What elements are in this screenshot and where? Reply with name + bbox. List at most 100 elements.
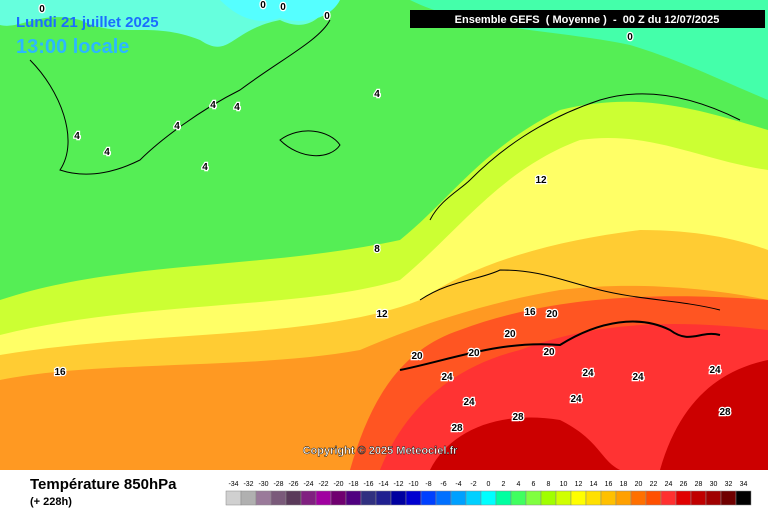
contour-label: 20: [546, 309, 558, 320]
legend-swatch: [675, 490, 692, 506]
legend-label: -2: [470, 481, 476, 488]
legend-label: 6: [532, 481, 536, 488]
legend-label: 24: [665, 481, 673, 488]
legend-label: 0: [487, 481, 491, 488]
contour-label: 16: [524, 307, 536, 318]
run-label: Ensemble GEFS ( Moyenne ) - 00 Z du 12/0…: [455, 14, 720, 26]
legend-label: 28: [695, 481, 703, 488]
legend-swatch: [585, 490, 602, 506]
contour-label: 12: [535, 175, 547, 186]
time-label: 13:00 locale: [16, 36, 129, 58]
legend-label: -32: [243, 481, 253, 488]
legend-swatch: [330, 490, 347, 506]
legend-swatch: [720, 490, 737, 506]
legend-swatch: [240, 490, 257, 506]
zone-28: [430, 360, 768, 470]
legend-label: 22: [650, 481, 658, 488]
legend-swatch: [705, 490, 722, 506]
contour-line: [399, 320, 721, 371]
contour-label: 28: [451, 423, 463, 434]
contour-label: 4: [174, 121, 180, 132]
legend-label: 8: [547, 481, 551, 488]
legend-swatch: [615, 490, 632, 506]
footer-title: Température 850hPa: [30, 476, 177, 493]
contour-label: 4: [374, 89, 380, 100]
legend-label: -34: [228, 481, 238, 488]
contour-label: 28: [719, 407, 731, 418]
legend-swatch: [510, 490, 527, 506]
legend-label: -24: [303, 481, 313, 488]
contour-label: 8: [374, 244, 380, 255]
contour-label: 4: [104, 147, 110, 158]
coastline: [29, 19, 331, 175]
legend-label: -30: [258, 481, 268, 488]
legend-label: -4: [455, 481, 461, 488]
legend-label: -14: [378, 481, 388, 488]
legend-swatch: [225, 490, 242, 506]
legend-label: 12: [575, 481, 583, 488]
contour-label: 16: [54, 367, 66, 378]
legend-label: 30: [710, 481, 718, 488]
legend-swatch: [690, 490, 707, 506]
legend-swatch: [600, 490, 617, 506]
legend-swatch: [645, 490, 662, 506]
legend: -34 -32 -30 -28 -26 -24 -22 -20 -18 -16 -14 -12 -10-…: [225, 481, 752, 506]
legend-label: -18: [348, 481, 358, 488]
contour-label: 12: [376, 309, 388, 320]
contour-label: 0: [39, 4, 45, 15]
date-label: Lundi 21 juillet 2025: [16, 14, 159, 31]
contour-label: 20: [411, 351, 423, 362]
legend-label: -8: [425, 481, 431, 488]
contour-label: 24: [709, 365, 721, 376]
contour-label: 0: [260, 0, 266, 11]
contour-label: 0: [280, 2, 286, 13]
legend-label: -26: [288, 481, 298, 488]
legend-label: -10: [408, 481, 418, 488]
contour-label: 4: [234, 102, 240, 113]
legend-swatch: [660, 490, 677, 506]
legend-swatch: [540, 490, 557, 506]
contour-label: 20: [543, 347, 555, 358]
copyright: Copyright © 2025 Meteociel.fr: [303, 445, 459, 457]
legend-swatch: [480, 490, 497, 506]
contour-label: 4: [74, 131, 80, 142]
legend-label: 26: [680, 481, 688, 488]
contour-label: 0: [627, 32, 633, 43]
contour-label: 24: [463, 397, 475, 408]
legend-label: 16: [605, 481, 613, 488]
legend-label: -16: [363, 481, 373, 488]
legend-swatch: [375, 490, 392, 506]
legend-swatch: [525, 490, 542, 506]
legend-swatch: [285, 490, 302, 506]
legend-label: -22: [318, 481, 328, 488]
legend-label: 4: [517, 481, 521, 488]
contour-label: 4: [210, 100, 216, 111]
legend-swatch: [315, 490, 332, 506]
legend-swatch: [570, 490, 587, 506]
legend-swatch: [555, 490, 572, 506]
legend-swatch: [630, 490, 647, 506]
legend-label: -12: [393, 481, 403, 488]
contour-label: 24: [632, 372, 644, 383]
contour-label: 4: [202, 162, 208, 173]
legend-swatch: [435, 490, 452, 506]
contour-labels: 0 0 0 0 0 4 4 4 4 4 4 4 8 12 12 16 16 20 20 20 20 20 24 24 24 24 2…: [38, 0, 732, 435]
contour-label: 20: [468, 348, 480, 359]
legend-label: 34: [740, 481, 748, 488]
footer-lead: (+ 228h): [30, 496, 72, 508]
legend-swatch: [360, 490, 377, 506]
legend-swatch: [420, 490, 437, 506]
legend-swatch: [270, 490, 287, 506]
legend-label: 32: [725, 481, 733, 488]
legend-label: 2: [502, 481, 506, 488]
legend-swatch: [450, 490, 467, 506]
contour-label: 24: [441, 372, 453, 383]
zone-cold: [220, 0, 340, 21]
legend-swatch: [300, 490, 317, 506]
legend-swatch: [465, 490, 482, 506]
legend-label: -28: [273, 481, 283, 488]
legend-swatch: [390, 490, 407, 506]
legend-swatch: [405, 490, 422, 506]
legend-label: -20: [333, 481, 343, 488]
